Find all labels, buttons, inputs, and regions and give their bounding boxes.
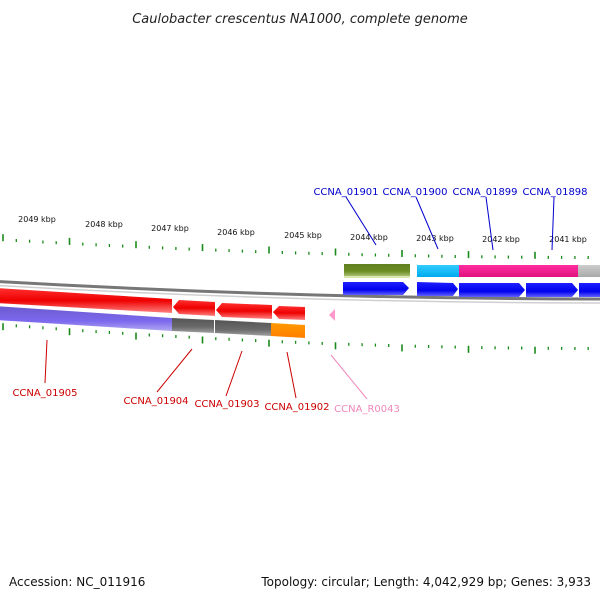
ruler-label: 2045 kbp [284, 231, 322, 240]
ruler-label: 2041 kbp [549, 235, 587, 244]
ruler-label: 2043 kbp [416, 234, 454, 243]
ruler-label: 2047 kbp [151, 224, 189, 233]
ruler-label: 2044 kbp [350, 233, 388, 242]
gene-arrow-CCNA_01902[interactable] [273, 306, 305, 320]
feature-gray[interactable] [172, 318, 214, 333]
ruler-label: 2042 kbp [482, 235, 520, 244]
gene-label-CCNA_01904[interactable]: CCNA_01904 [123, 396, 188, 407]
gene-label-CCNA_01905[interactable]: CCNA_01905 [12, 388, 77, 399]
gene-arrow-CCNA_01898[interactable] [526, 283, 578, 297]
gene-arrow-partial[interactable] [579, 283, 600, 297]
gene-label-CCNA_01901[interactable]: CCNA_01901 [313, 187, 378, 198]
feature-olive[interactable] [344, 264, 410, 276]
gene-arrow-CCNA_01901[interactable] [343, 282, 409, 295]
genome-backbone-shadow [0, 284, 600, 304]
feature-purple[interactable] [0, 306, 172, 331]
accession-label: Accession: NC_011916 [9, 575, 145, 589]
gene-labels-bottom: CCNA_01905 CCNA_01904 CCNA_01903 CCNA_01… [12, 339, 400, 415]
gene-arrow-CCNA_01905[interactable] [0, 288, 172, 313]
gene-label-CCNA_01899[interactable]: CCNA_01899 [452, 187, 517, 198]
forward-strand-features [343, 264, 600, 297]
genome-backbone [0, 280, 600, 301]
ruler-ticks-top [2, 234, 589, 259]
ruler-label: 2048 kbp [85, 220, 123, 229]
ruler-label: 2046 kbp [217, 228, 255, 237]
ruler-label: 2049 kbp [18, 215, 56, 224]
reverse-strand-features [0, 288, 335, 338]
gene-label-CCNA_01898[interactable]: CCNA_01898 [522, 187, 587, 198]
feature-pink[interactable] [459, 265, 579, 277]
gene-arrow-CCNA_01903[interactable] [216, 303, 272, 319]
feature-gray[interactable] [578, 265, 600, 277]
map-title: Caulobacter crescentus NA1000, complete … [132, 12, 468, 27]
feature-cyan[interactable] [417, 265, 460, 277]
gene-label-CCNA_01900[interactable]: CCNA_01900 [382, 187, 447, 198]
gene-arrow-CCNA_01900[interactable] [417, 282, 458, 296]
gene-arrow-CCNA_01899[interactable] [459, 283, 525, 297]
gene-label-CCNA_R0043[interactable]: CCNA_R0043 [334, 404, 400, 415]
genome-summary: Topology: circular; Length: 4,042,929 bp… [260, 575, 591, 589]
gene-arrow-CCNA_R0043[interactable] [329, 309, 335, 321]
feature-orange[interactable] [271, 323, 305, 338]
ruler-ticks-bottom [2, 323, 589, 354]
feature-gray[interactable] [215, 320, 271, 336]
gene-labels-top: CCNA_01901 CCNA_01900 CCNA_01899 CCNA_01… [313, 187, 588, 251]
gene-label-CCNA_01903[interactable]: CCNA_01903 [194, 399, 259, 410]
gene-label-CCNA_01902[interactable]: CCNA_01902 [264, 402, 329, 413]
ruler-labels: 2049 kbp 2048 kbp 2047 kbp 2046 kbp 2045… [18, 215, 587, 244]
gene-arrow-CCNA_01904[interactable] [173, 300, 215, 316]
